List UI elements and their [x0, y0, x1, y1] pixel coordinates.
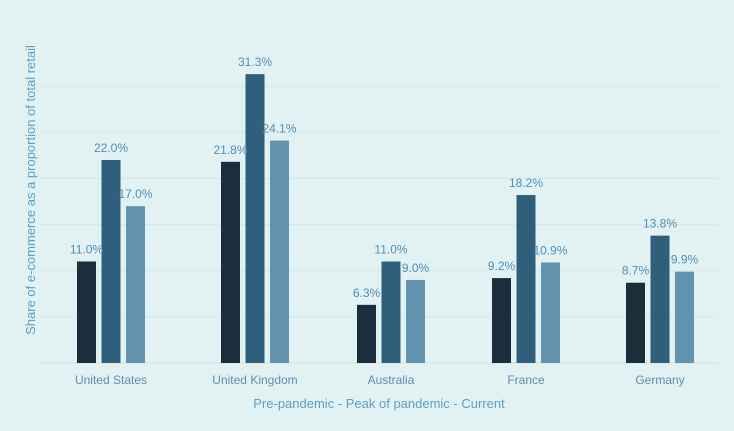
data-label: 31.3% — [238, 55, 272, 69]
bar — [516, 195, 536, 363]
y-axis-title: Share of e-commerce as a proportion of t… — [23, 45, 38, 335]
bar — [381, 261, 401, 363]
data-label: 11.0% — [70, 242, 103, 256]
data-labels: 11.0% 22.0% 17.0% 21.8% 31.3% 24.1% 6.3% 11.0% 9… — [70, 55, 699, 300]
data-label: 9.0% — [402, 261, 430, 275]
bar — [270, 140, 289, 363]
bar — [221, 161, 240, 363]
data-label: 17.0% — [118, 187, 152, 201]
data-label: 21.8% — [213, 143, 247, 157]
data-label: 11.0% — [374, 242, 407, 256]
bar — [492, 278, 511, 363]
data-label: 10.9% — [533, 243, 567, 257]
category-labels: United States United Kingdom Australia Fran… — [75, 373, 685, 387]
bar — [357, 304, 376, 363]
data-label: 13.8% — [643, 217, 677, 231]
data-label: 9.9% — [671, 253, 699, 267]
gridlines — [40, 85, 718, 318]
bar — [126, 206, 145, 363]
data-label: 6.3% — [353, 286, 381, 300]
x-axis-title: Pre-pandemic - Peak of pandemic - Curren… — [253, 396, 505, 411]
bar — [626, 282, 645, 363]
bar — [245, 74, 265, 363]
category-label: Australia — [368, 373, 415, 387]
bar — [406, 279, 425, 363]
bar — [101, 159, 121, 363]
data-label: 18.2% — [509, 176, 543, 190]
bar — [675, 271, 694, 363]
bars — [77, 74, 694, 363]
bar — [650, 235, 670, 363]
category-label: France — [507, 373, 545, 387]
data-label: 22.0% — [94, 141, 128, 155]
data-label: 9.2% — [488, 259, 516, 273]
category-label: United Kingdom — [212, 373, 297, 387]
category-label: Germany — [635, 373, 684, 387]
bar — [77, 261, 96, 363]
data-label: 24.1% — [262, 122, 296, 136]
bar — [541, 262, 560, 363]
data-label: 8.7% — [622, 264, 650, 278]
category-label: United States — [75, 373, 147, 387]
